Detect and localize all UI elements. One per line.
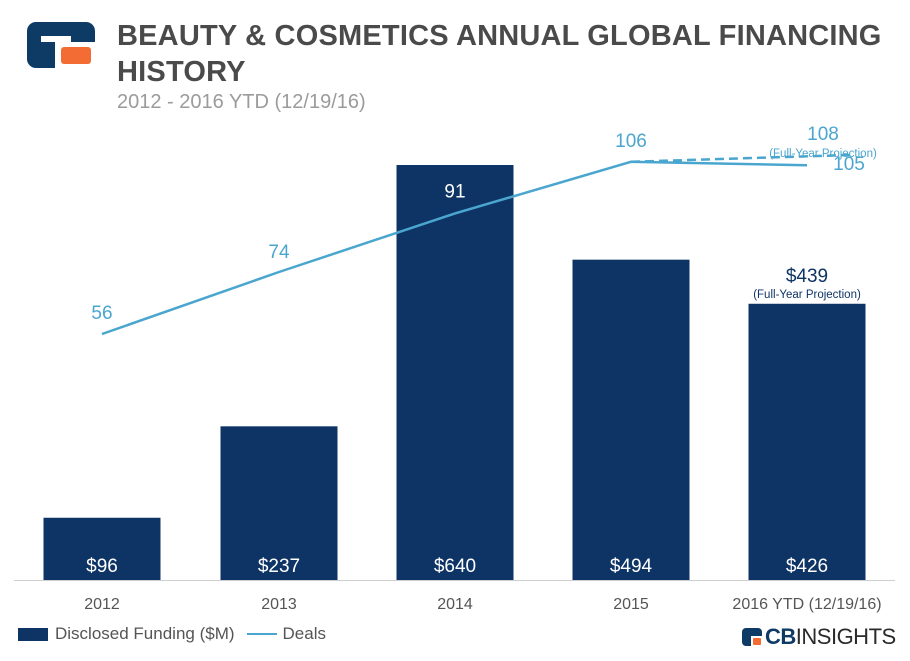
bar-2014 xyxy=(396,165,514,580)
bar-value-label: $494 xyxy=(610,556,653,577)
legend-deals-label: Deals xyxy=(282,624,326,643)
legend-deals-swatch xyxy=(246,633,277,635)
logo-orange-block xyxy=(61,47,91,64)
x-tick-label: 2014 xyxy=(437,596,473,613)
bar-value-label: $96 xyxy=(86,556,118,577)
bar-2013 xyxy=(220,426,338,580)
cb-insights-logo xyxy=(27,22,95,68)
deals-projection-note: (Full-Year Projection) xyxy=(769,148,877,160)
deals-line xyxy=(101,160,808,336)
chart-subtitle: 2012 - 2016 YTD (12/19/16) xyxy=(117,91,366,113)
brand-insights: INSIGHTS xyxy=(795,624,896,649)
deals-value-label: 105 xyxy=(833,154,865,175)
deals-value-label: 56 xyxy=(91,303,112,324)
chart-legend: Disclosed Funding ($M) Deals xyxy=(18,624,326,644)
deals-value-label: 91 xyxy=(444,181,465,202)
deals-projection-value: 108 xyxy=(807,124,839,145)
bar-value-label: $426 xyxy=(786,556,828,577)
bar-2012 xyxy=(43,517,161,580)
deals-projection-line xyxy=(630,153,854,164)
deals-value-label: 74 xyxy=(268,242,290,263)
x-tick-label: 2015 xyxy=(613,596,649,613)
bar-2015 xyxy=(572,259,690,580)
legend-funding-swatch xyxy=(18,627,48,641)
funding-projection-value: $439 xyxy=(786,266,828,287)
x-tick-label: 2016 YTD (12/19/16) xyxy=(732,596,881,613)
bar-value-label: $237 xyxy=(258,556,300,577)
cb-insights-wordmark: CB INSIGHTS xyxy=(742,624,896,650)
legend-funding-label: Disclosed Funding ($M) xyxy=(55,624,235,643)
funding-projection-note: (Full-Year Projection) xyxy=(753,289,861,301)
bar-2016 xyxy=(748,303,866,580)
cb-insights-mark-icon xyxy=(742,628,762,646)
logo-slot xyxy=(41,36,71,42)
chart-title: BEAUTY & COSMETICS ANNUAL GLOBAL FINANCI… xyxy=(117,20,882,88)
deals-value-label: 106 xyxy=(615,131,647,152)
brand-cb: CB xyxy=(765,624,796,649)
x-tick-label: 2013 xyxy=(261,596,297,613)
bar-value-label: $640 xyxy=(434,556,476,577)
x-tick-label: 2012 xyxy=(84,596,120,613)
